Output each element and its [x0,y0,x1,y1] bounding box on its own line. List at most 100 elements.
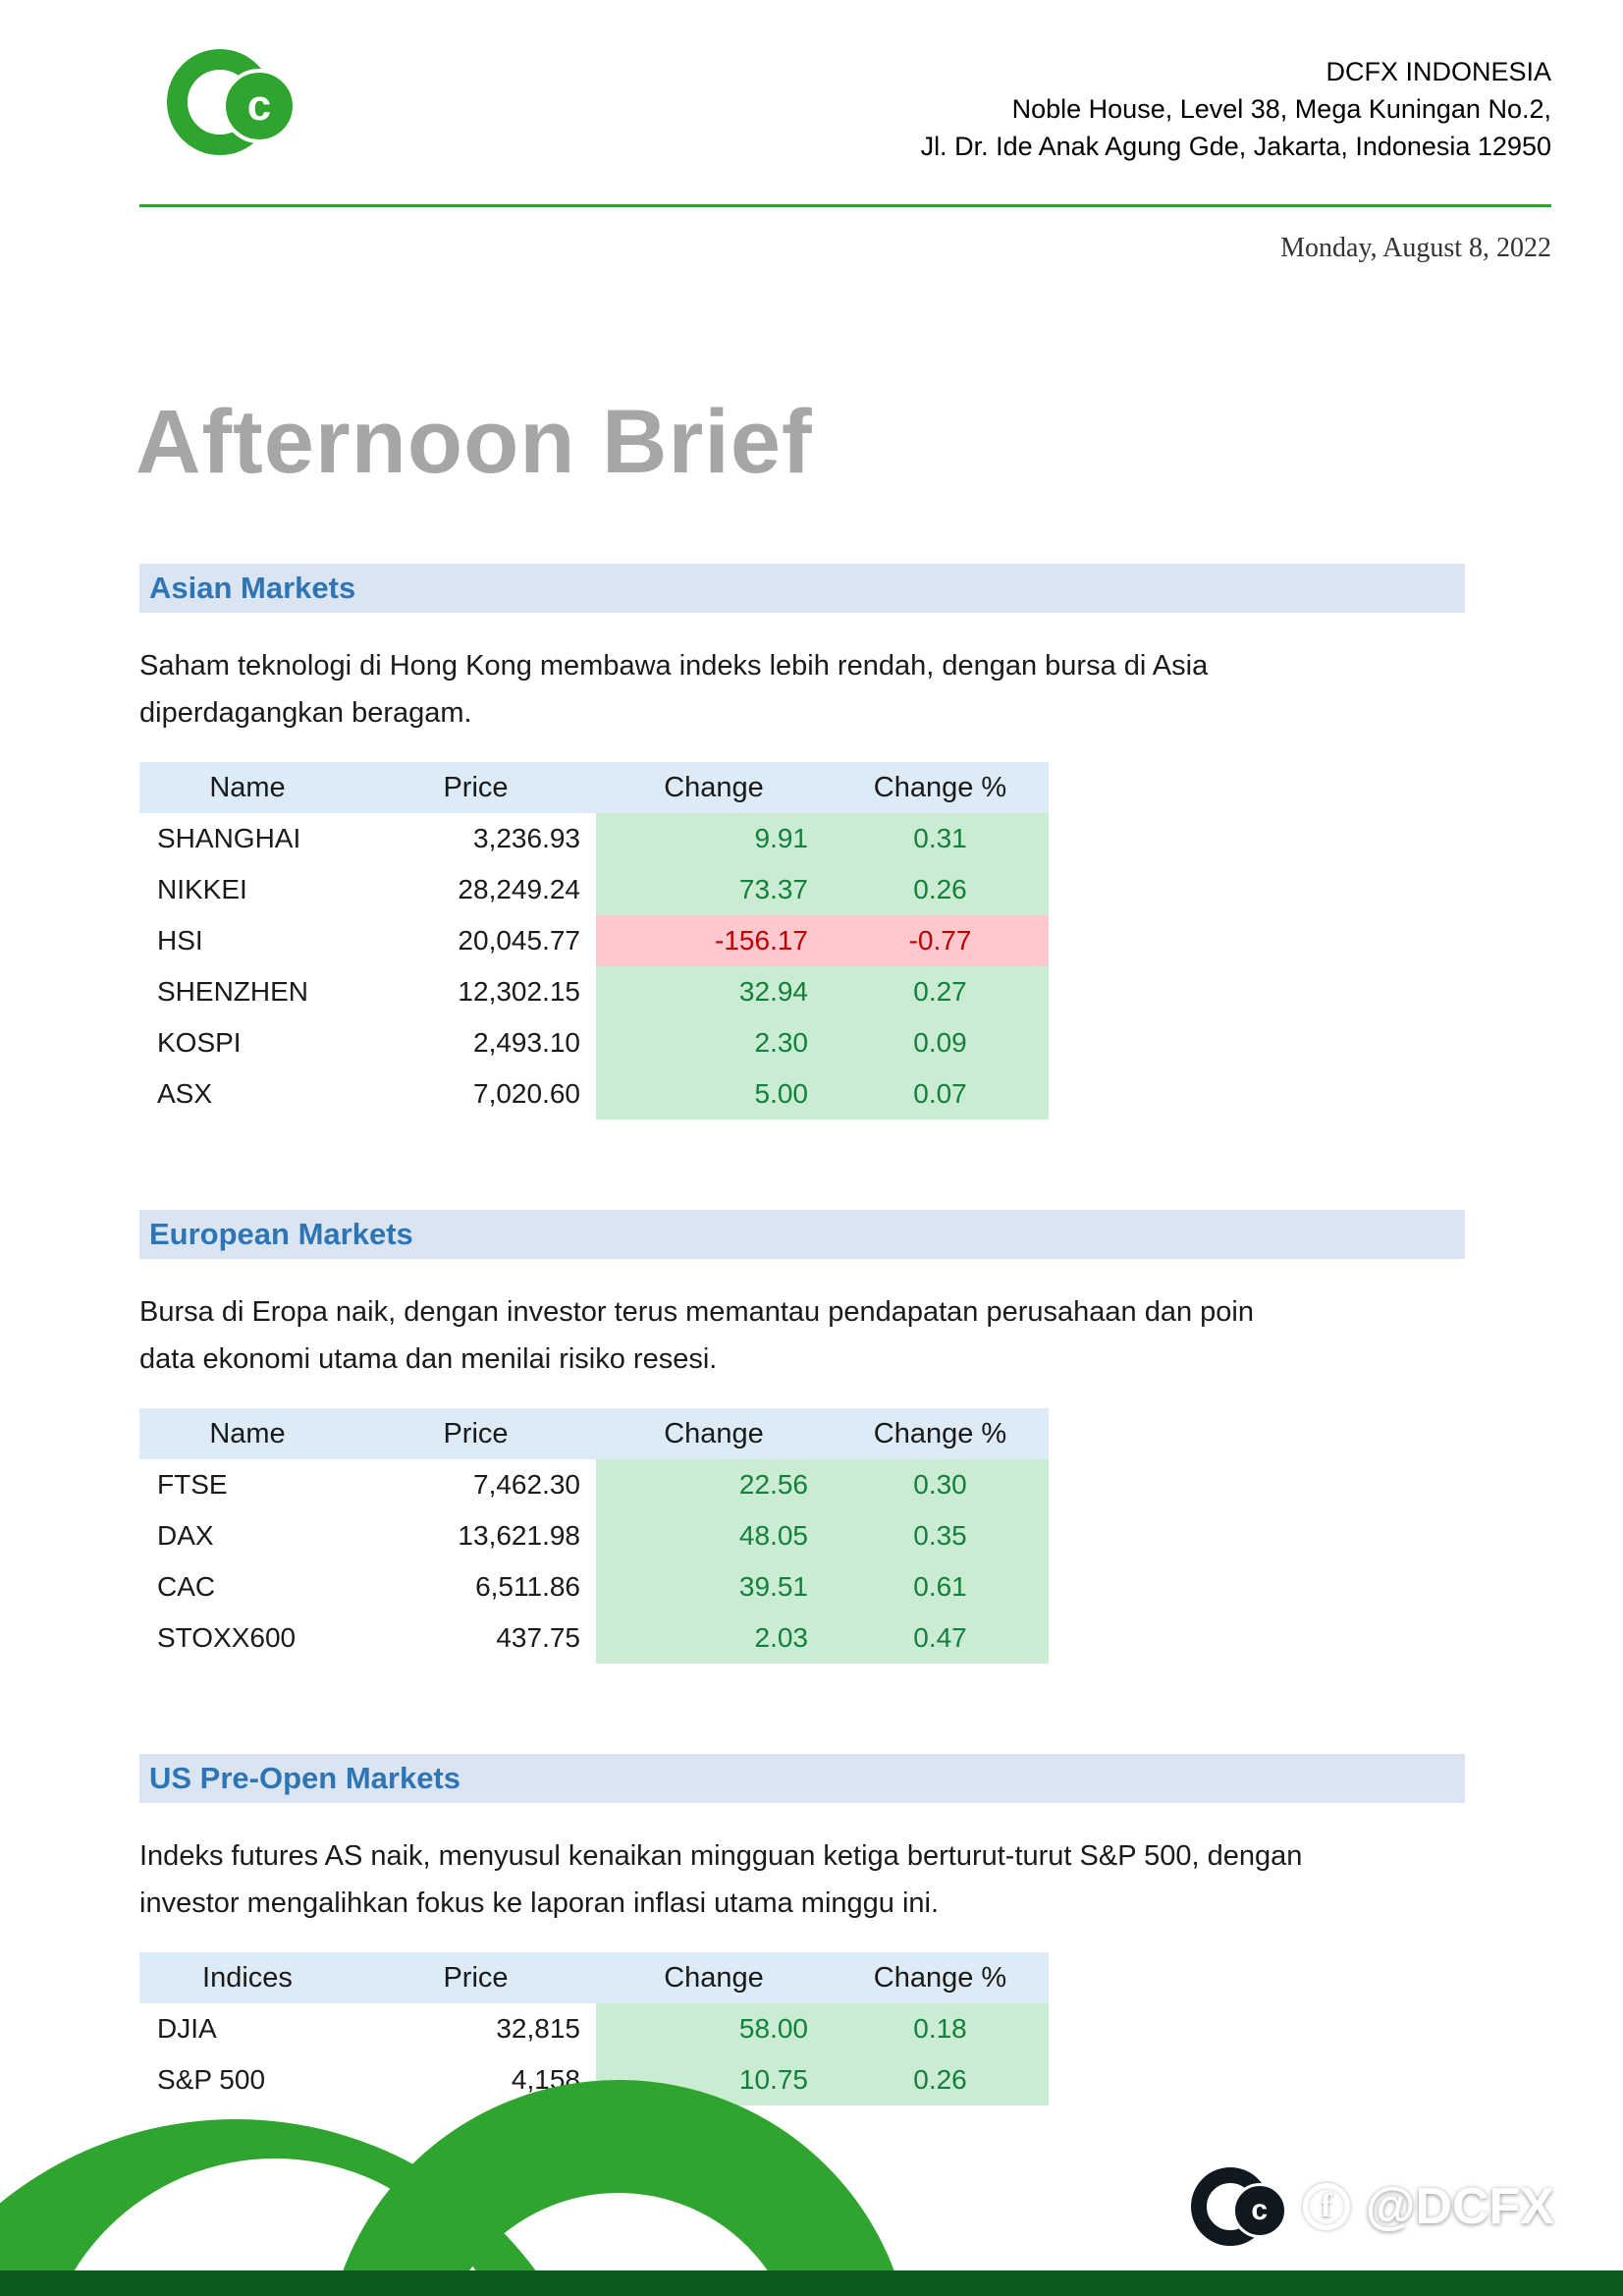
column-header-price: Price [443,1418,509,1450]
table-header-row: Name Price Change Change % [139,762,1049,814]
table-row: ASX 7,020.60 5.00 0.07 [139,1068,1049,1121]
table-row: HSI 20,045.77 -156.17 -0.77 [139,915,1049,967]
change-pct-value: 0.07 [832,1068,1049,1121]
column-header-change-pct: Change % [873,1962,1007,1995]
company-address-line2: Jl. Dr. Ide Anak Agung Gde, Jakarta, Ind… [920,131,1551,161]
instrument-name: CAC [157,1571,216,1603]
column-header-change-pct: Change % [873,772,1007,804]
document-header: c DCFX INDONESIA Noble House, Level 38, … [0,0,1623,165]
instrument-name: STOXX600 [157,1622,297,1654]
price-value: 20,045.77 [458,925,580,957]
table-row: CAC 6,511.86 39.51 0.61 [139,1561,1049,1613]
section-header-european-markets: European Markets [139,1210,1465,1260]
european-markets-table: Name Price Change Change % FTSE 7,462.30… [139,1408,1049,1665]
price-value: 2,493.10 [473,1027,580,1059]
change-value: -156.17 [596,915,832,967]
asian-markets-table: Name Price Change Change % SHANGHAI 3,23… [139,762,1049,1121]
instrument-name: DJIA [157,2013,217,2045]
change-pct-value: 0.09 [832,1017,1049,1069]
instrument-name: DAX [157,1520,214,1552]
column-header-indices: Indices [202,1962,293,1995]
company-name: DCFX INDONESIA [1325,57,1551,86]
instrument-name: KOSPI [157,1027,242,1059]
change-value: 58.00 [596,2003,832,2055]
column-header-change: Change [664,1418,764,1450]
change-pct-value: 0.18 [832,2003,1049,2055]
price-value: 3,236.93 [473,823,580,854]
section-paragraph-european: Bursa di Eropa naik, dengan investor ter… [139,1296,1255,1376]
table-row: DJIA 32,815 58.00 0.18 [139,2003,1049,2055]
header-divider [139,204,1551,208]
footer-brand: c f @DCFX [1190,2164,1554,2249]
table-row: SHANGHAI 3,236.93 9.91 0.31 [139,813,1049,865]
change-value: 32.94 [596,966,832,1018]
price-value: 28,249.24 [458,874,580,905]
change-value: 73.37 [596,864,832,916]
table-row: DAX 13,621.98 48.05 0.35 [139,1510,1049,1562]
price-value: 6,511.86 [475,1571,580,1603]
company-info: DCFX INDONESIA Noble House, Level 38, Me… [921,44,1551,165]
change-pct-value: 0.31 [832,813,1049,865]
section-header-asian-markets: Asian Markets [139,564,1465,614]
instrument-name: SHANGHAI [157,823,301,854]
instrument-name: NIKKEI [157,874,247,905]
footer-bottom-bar [0,2270,1623,2296]
instrument-name: FTSE [157,1469,228,1501]
instrument-name: S&P 500 [157,2064,266,2096]
column-header-change: Change [664,1962,764,1995]
instrument-name: SHENZHEN [157,976,309,1008]
column-header-name: Name [209,772,286,804]
social-handle: @DCFX [1365,2178,1554,2235]
dc-logo-c-icon: c [222,69,297,143]
facebook-icon: f [1302,2183,1350,2230]
change-pct-value: 0.27 [832,966,1049,1018]
change-value: 9.91 [596,813,832,865]
table-row: STOXX600 437.75 2.03 0.47 [139,1613,1049,1665]
table-row: SHENZHEN 12,302.15 32.94 0.27 [139,966,1049,1018]
change-pct-value: 0.61 [832,1561,1049,1613]
change-value: 5.00 [596,1068,832,1121]
change-value: 2.03 [596,1613,832,1665]
section-paragraph-asian: Saham teknologi di Hong Kong membawa ind… [139,650,1209,730]
table-row: FTSE 7,462.30 22.56 0.30 [139,1459,1049,1511]
dcfx-logo: c [167,44,297,160]
instrument-name: ASX [157,1078,213,1110]
instrument-name: HSI [157,925,203,957]
change-value: 48.05 [596,1510,832,1562]
footer-dc-logo: c [1190,2164,1287,2249]
change-value: 2.30 [596,1017,832,1069]
price-value: 32,815 [496,2013,580,2045]
change-pct-value: 0.26 [832,2054,1049,2106]
price-value: 7,462.30 [473,1469,580,1501]
table-row: KOSPI 2,493.10 2.30 0.09 [139,1017,1049,1069]
section-heading-label: European Markets [149,1217,413,1252]
footer-green-ring-shape [324,2080,913,2296]
document-date: Monday, August 8, 2022 [1280,233,1551,264]
page-title: Afternoon Brief [135,392,813,493]
section-header-us-preopen-markets: US Pre-Open Markets [139,1754,1465,1804]
price-value: 12,302.15 [458,976,580,1008]
table-header-row: Indices Price Change Change % [139,1952,1049,2004]
change-value: 39.51 [596,1561,832,1613]
price-value: 13,621.98 [458,1520,580,1552]
section-heading-label: US Pre-Open Markets [149,1761,460,1796]
column-header-change: Change [664,772,764,804]
section-paragraph-us: Indeks futures AS naik, menyusul kenaika… [139,1840,1303,1920]
price-value: 7,020.60 [473,1078,580,1110]
change-pct-value: -0.77 [832,915,1049,967]
column-header-change-pct: Change % [873,1418,1007,1450]
price-value: 437.75 [496,1622,580,1654]
column-header-name: Name [209,1418,286,1450]
section-heading-label: Asian Markets [149,571,356,606]
table-row: NIKKEI 28,249.24 73.37 0.26 [139,864,1049,916]
column-header-price: Price [443,1962,509,1995]
change-value: 22.56 [596,1459,832,1511]
change-pct-value: 0.35 [832,1510,1049,1562]
change-pct-value: 0.26 [832,864,1049,916]
company-address-line1: Noble House, Level 38, Mega Kuningan No.… [1011,93,1551,124]
table-header-row: Name Price Change Change % [139,1408,1049,1460]
column-header-price: Price [443,772,509,804]
dc-logo-c-icon: c [1231,2183,1287,2238]
change-pct-value: 0.30 [832,1459,1049,1511]
